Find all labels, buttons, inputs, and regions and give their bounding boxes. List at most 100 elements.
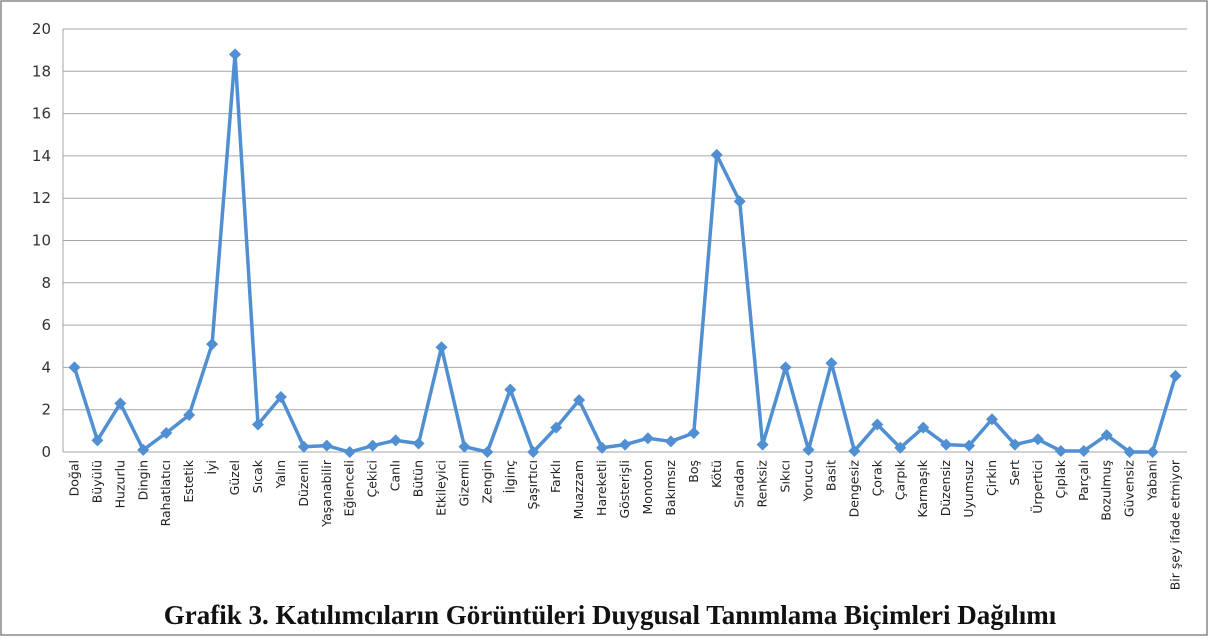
marker (596, 441, 609, 454)
marker (274, 391, 287, 404)
x-tick-label: Düzenli (296, 460, 311, 507)
marker (573, 394, 586, 407)
marker (527, 446, 540, 458)
x-tick-label: Karmaşık (915, 459, 930, 517)
marker (963, 439, 976, 452)
marker (1031, 433, 1044, 446)
marker (1146, 446, 1159, 458)
x-tick-label: Bakımsız (663, 460, 678, 516)
x-tick-label: Bozulmuş (1099, 460, 1114, 521)
marker (1054, 444, 1067, 457)
marker (412, 437, 425, 450)
marker (114, 397, 127, 410)
x-tick-label: Dingin (135, 460, 150, 500)
marker (940, 438, 953, 451)
marker (297, 440, 310, 453)
y-tick-label: 6 (41, 316, 51, 334)
x-tick-label: Muazzam (571, 460, 586, 519)
marker (1123, 446, 1136, 458)
x-tick-label: Canlı (388, 460, 403, 491)
x-tick-label: Sıkıcı (778, 460, 793, 492)
x-tick-label: Eğlenceli (342, 460, 357, 516)
marker (687, 426, 700, 439)
x-tick-label: Büyülü (89, 460, 104, 503)
y-tick-label: 12 (32, 189, 51, 207)
marker (917, 421, 930, 434)
marker (641, 432, 654, 445)
x-tick-label: Sıcak (250, 459, 265, 493)
x-tick-label: Zengin (479, 460, 494, 504)
marker (160, 426, 173, 439)
marker (1008, 438, 1021, 451)
y-tick-label: 0 (41, 443, 51, 461)
x-tick-label: Kötü (709, 460, 724, 488)
x-tick-label: Çorak (869, 459, 884, 496)
marker (458, 440, 471, 453)
x-tick-label: Güzel (227, 460, 242, 495)
marker (137, 443, 150, 456)
marker (825, 357, 838, 370)
marker (206, 338, 219, 351)
x-tick-label: Boş (686, 460, 701, 483)
marker (710, 148, 723, 161)
chart-title: Grafik 3. Katılımcıların Görüntüleri Duy… (164, 600, 1057, 630)
marker (986, 413, 999, 426)
marker (779, 361, 792, 374)
marker (1100, 429, 1113, 442)
marker (664, 435, 677, 448)
y-tick-label: 20 (32, 20, 51, 38)
marker (343, 446, 356, 458)
marker (504, 383, 517, 396)
x-tick-label: Estetik (181, 459, 196, 502)
y-tick-label: 10 (32, 232, 51, 250)
x-tick-label: Dengesiz (846, 460, 861, 518)
marker (68, 361, 81, 374)
x-tick-label: Gösterişli (617, 460, 632, 519)
x-tick-label: Çekici (365, 460, 380, 497)
marker (229, 48, 242, 61)
x-tick-label: Gizemli (456, 460, 471, 507)
x-tick-label: Bir şey ifade etmiyor (1168, 459, 1183, 590)
x-tick-label: Şaşırtıcı (525, 460, 540, 509)
marker (619, 438, 631, 451)
marker (848, 444, 861, 457)
marker (183, 408, 196, 421)
x-tick-label: Yalın (273, 460, 288, 489)
marker (481, 446, 494, 458)
marker (1169, 369, 1182, 382)
x-tick-label: Rahatlatıcı (158, 460, 173, 526)
x-tick-label: Çirkin (984, 460, 999, 496)
x-tick-label: Uyumsuz (961, 460, 976, 518)
x-tick-label: Hareketli (594, 460, 609, 516)
marker (550, 421, 563, 434)
x-tick-label: Parçalı (1076, 460, 1091, 501)
x-tick-label: Doğal (66, 460, 81, 496)
y-tick-label: 14 (32, 147, 51, 165)
x-tick-label: Yorucu (801, 460, 816, 502)
marker (389, 434, 402, 447)
marker (91, 434, 104, 447)
y-tick-label: 16 (32, 105, 51, 123)
marker (802, 443, 815, 456)
y-tick-label: 2 (41, 401, 51, 419)
x-tick-label: İyi (204, 460, 219, 475)
marker (733, 195, 746, 208)
x-tick-label: Etkileyici (433, 460, 448, 516)
marker (894, 441, 907, 454)
marker (435, 341, 448, 354)
x-tick-label: İlginç (502, 460, 517, 493)
x-tick-label: Güvensiz (1122, 460, 1137, 518)
marker (366, 439, 379, 452)
x-tick-label: Çarpık (892, 459, 907, 500)
y-tick-label: 8 (41, 274, 51, 292)
x-tick-label: Monoton (640, 460, 655, 514)
marker (251, 418, 264, 431)
x-tick-label: Yabani (1145, 460, 1160, 502)
x-tick-label: Farklı (548, 460, 563, 493)
x-tick-label: Yaşanabilir (319, 459, 334, 528)
x-tick-label: Sert (1007, 460, 1022, 486)
y-tick-label: 18 (32, 62, 51, 80)
marker (320, 439, 333, 452)
x-tick-label: Renksiz (755, 460, 770, 508)
